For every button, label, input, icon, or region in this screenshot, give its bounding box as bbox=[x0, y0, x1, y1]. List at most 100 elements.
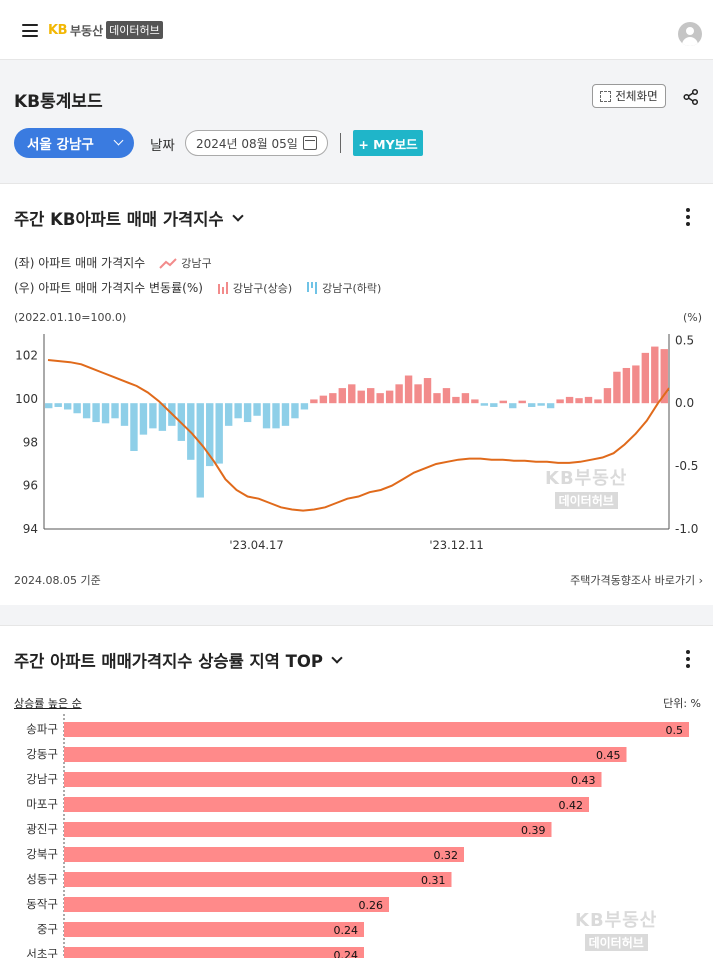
change-bar bbox=[319, 395, 328, 404]
bar-value-label: 0.5 bbox=[666, 724, 684, 737]
region-label: 서울 강남구 bbox=[27, 137, 94, 153]
legend-line-label: 강남구 bbox=[181, 256, 212, 270]
change-bar bbox=[632, 365, 640, 404]
change-bar bbox=[348, 384, 356, 404]
legend-left-row: (좌) 아파트 매매 가격지수 강남구 bbox=[14, 254, 212, 271]
my-board-button[interactable]: + MY보드 bbox=[353, 130, 423, 156]
region-bar bbox=[64, 947, 364, 958]
chevron-down-icon bbox=[331, 651, 343, 664]
more-options-icon[interactable] bbox=[686, 208, 690, 226]
change-bar bbox=[433, 393, 441, 404]
bar-value-label: 0.42 bbox=[559, 799, 584, 812]
card-title-text: 주간 KB아파트 매매 가격지수 bbox=[14, 210, 224, 229]
change-bar bbox=[262, 403, 271, 429]
legend-item-line[interactable]: 강남구 bbox=[159, 255, 212, 271]
region-bar bbox=[64, 747, 627, 762]
sort-toggle[interactable]: 상승률 높은 순 bbox=[14, 697, 82, 710]
change-bar bbox=[452, 396, 460, 404]
change-bar bbox=[518, 400, 526, 404]
region-bar bbox=[64, 797, 589, 812]
fullscreen-button[interactable]: 전체화면 bbox=[592, 84, 666, 108]
left-tick-label: 98 bbox=[23, 435, 38, 449]
category-label: 강남구 bbox=[26, 772, 58, 786]
survey-link[interactable]: 주택가격동향조사 바로가기 › bbox=[570, 572, 703, 588]
change-bar bbox=[158, 403, 167, 431]
watermark-text: KB부동산 bbox=[545, 468, 628, 489]
change-bar bbox=[613, 371, 621, 404]
hamburger-menu-icon[interactable] bbox=[22, 24, 38, 37]
watermark: KB부동산 데이터허브 bbox=[545, 464, 627, 509]
chevron-right-icon: › bbox=[695, 574, 703, 587]
change-bar bbox=[215, 403, 223, 464]
left-tick-label: 100 bbox=[15, 392, 38, 406]
share-icon[interactable] bbox=[682, 88, 700, 106]
chevron-down-icon bbox=[113, 135, 124, 146]
base-note: (2022.01.10=100.0) bbox=[14, 311, 127, 324]
change-bar bbox=[641, 352, 650, 404]
card-title-top-regions[interactable]: 주간 아파트 매매가격지수 상승률 지역 TOP bbox=[14, 648, 343, 672]
region-select[interactable]: 서울 강남구 bbox=[14, 128, 134, 158]
change-bar bbox=[528, 403, 536, 407]
bar-value-label: 0.24 bbox=[334, 924, 359, 937]
change-bar bbox=[310, 399, 318, 404]
change-bar bbox=[537, 403, 545, 406]
change-bar bbox=[338, 388, 346, 404]
legend-right-row: (우) 아파트 매매 가격지수 변동률(%) 강남구(상승) 강남구(하락) bbox=[14, 279, 381, 296]
top-regions-chart: 송파구 0.5 강동구 0.45 강남구 0.43 마포구 0.42 광진구 0.39 강북구 0.3… bbox=[26, 714, 689, 958]
change-bar bbox=[73, 403, 81, 414]
region-bar bbox=[64, 847, 464, 862]
bar-value-label: 0.43 bbox=[571, 774, 596, 787]
region-bar bbox=[64, 872, 452, 887]
left-tick-label: 96 bbox=[23, 479, 38, 493]
left-tick-label: 94 bbox=[23, 522, 38, 536]
change-bar bbox=[139, 403, 148, 435]
logo[interactable]: KB 부동산 데이터허브 bbox=[48, 21, 163, 39]
bar-value-label: 0.31 bbox=[421, 874, 446, 887]
change-bar bbox=[442, 388, 451, 404]
fullscreen-label: 전체화면 bbox=[615, 89, 658, 103]
board-header: KB통계보드 전체화면 서울 강남구 날짜 2024년 08월 05일 + MY… bbox=[0, 61, 713, 183]
change-bar bbox=[329, 393, 337, 404]
card-title-price-index[interactable]: 주간 KB아파트 매매 가격지수 bbox=[14, 206, 244, 230]
bar-value-label: 0.24 bbox=[334, 949, 359, 958]
change-bar bbox=[224, 403, 233, 426]
right-tick-label: 0.5 bbox=[675, 333, 694, 347]
change-bar bbox=[385, 390, 394, 404]
watermark-sub: 데이터허브 bbox=[584, 934, 648, 951]
change-bar bbox=[111, 403, 119, 419]
change-bar bbox=[584, 396, 593, 404]
watermark-text: KB부동산 bbox=[575, 910, 658, 931]
change-bar bbox=[603, 388, 612, 404]
change-bar bbox=[120, 403, 129, 426]
legend-item-down[interactable]: 강남구(하락) bbox=[306, 280, 381, 296]
change-bar bbox=[509, 403, 517, 409]
legend-item-up[interactable]: 강남구(상승) bbox=[217, 280, 292, 296]
change-bar bbox=[281, 403, 290, 426]
date-picker[interactable]: 2024년 08월 05일 bbox=[185, 130, 328, 156]
change-bar bbox=[291, 403, 299, 419]
date-label: 날짜 bbox=[150, 138, 175, 154]
change-bar bbox=[149, 403, 157, 429]
change-bar bbox=[376, 393, 384, 404]
category-label: 송파구 bbox=[26, 722, 58, 736]
category-label: 중구 bbox=[37, 922, 58, 936]
left-tick-label: 102 bbox=[15, 349, 38, 363]
change-bar bbox=[565, 396, 574, 404]
calendar-icon bbox=[303, 136, 317, 150]
region-bar bbox=[64, 772, 602, 787]
unit-note: (%) bbox=[683, 311, 703, 324]
divider bbox=[340, 133, 341, 153]
category-label: 광진구 bbox=[26, 822, 58, 836]
legend-line-icon bbox=[159, 257, 177, 269]
change-bar bbox=[404, 375, 413, 404]
change-bar bbox=[395, 384, 403, 404]
change-bar bbox=[490, 403, 498, 407]
more-options-icon[interactable] bbox=[686, 650, 690, 668]
legend-right-label: (우) 아파트 매매 가격지수 변동률(%) bbox=[14, 281, 203, 295]
user-avatar-icon[interactable] bbox=[678, 22, 702, 46]
change-bar bbox=[196, 403, 204, 498]
category-label: 마포구 bbox=[26, 797, 58, 811]
change-bar bbox=[499, 400, 507, 404]
change-bar bbox=[272, 403, 280, 429]
change-bar bbox=[101, 403, 110, 424]
